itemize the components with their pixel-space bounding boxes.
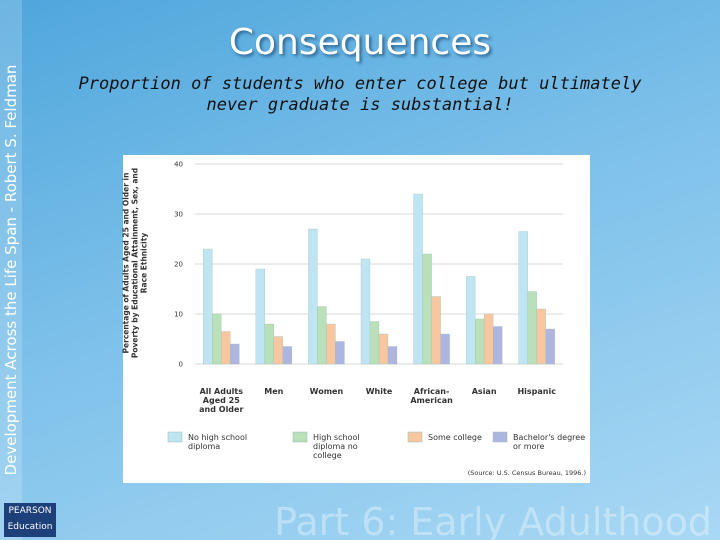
- slide-subtitle: Proportion of students who enter college…: [78, 74, 642, 115]
- y-tick-label: 20: [174, 261, 183, 269]
- bar: [536, 308, 546, 365]
- bar: [221, 331, 231, 365]
- x-tick-label: Asian: [471, 387, 497, 396]
- bar: [360, 258, 371, 365]
- bar: [474, 318, 485, 365]
- legend-label: Bachelor's degree or more: [513, 433, 586, 451]
- bar: [335, 341, 345, 365]
- bar: [282, 346, 293, 365]
- legend-label: Some college: [428, 433, 482, 442]
- x-tick-label: Hispanic: [517, 387, 556, 396]
- footer: Part 6: Early Adulthood: [274, 500, 712, 540]
- bar: [465, 276, 476, 365]
- x-tick-label: African-American: [410, 387, 453, 405]
- bar: [483, 313, 494, 365]
- chart-svg: 0 10 20 30 40: [167, 161, 563, 443]
- legend-swatch: [407, 431, 423, 443]
- x-tick-label: All Adults Aged 25 and Older: [199, 387, 244, 414]
- bar: [230, 343, 240, 365]
- legend-label: No high school diploma: [188, 433, 248, 451]
- bar: [212, 313, 222, 365]
- x-tick-label: Men: [264, 387, 284, 396]
- y-tick-label: 40: [174, 161, 183, 169]
- logo-line: PEARSON: [8, 506, 52, 516]
- bar: [369, 321, 380, 365]
- bar: [440, 333, 450, 365]
- y-tick-label: 10: [174, 311, 183, 319]
- legend-swatch: [292, 431, 308, 443]
- bar: [518, 231, 528, 365]
- source: (Source: U.S. Census Bureau, 1996.): [467, 469, 586, 477]
- bar: [387, 346, 398, 365]
- side-band: Development Across the Life Span - Rober…: [0, 0, 22, 540]
- bar: [545, 328, 555, 365]
- chart: 0 10 20 30 40 Percentage of Adults Aged 25 a…: [121, 155, 590, 483]
- bar: [273, 336, 284, 365]
- x-tick-label: Women: [309, 387, 344, 396]
- y-tick-label: 30: [174, 211, 183, 219]
- bar: [317, 306, 327, 365]
- bar: [492, 326, 503, 365]
- legend-swatch: [167, 431, 183, 443]
- bar: [378, 333, 389, 365]
- side-text: Development Across the Life Span - Rober…: [2, 64, 20, 476]
- bar: [203, 248, 213, 365]
- legend-swatch: [492, 431, 508, 443]
- logo-line: Education: [7, 522, 53, 532]
- bar: [431, 296, 441, 365]
- bar: [255, 268, 266, 365]
- bar: [308, 228, 318, 365]
- x-tick-label: White: [365, 387, 393, 396]
- bar: [264, 323, 275, 365]
- logo: PEARSON Education: [4, 503, 56, 537]
- legend-label: High school diploma no college: [313, 433, 360, 460]
- y-axis-label: Percentage of Adults Aged 25 and Older i…: [121, 167, 149, 359]
- bar: [527, 291, 537, 365]
- slide-title: Consequences: [228, 22, 492, 63]
- bar: [326, 323, 336, 365]
- bar: [413, 193, 423, 365]
- y-tick-label: 0: [179, 361, 183, 369]
- bar: [422, 253, 432, 365]
